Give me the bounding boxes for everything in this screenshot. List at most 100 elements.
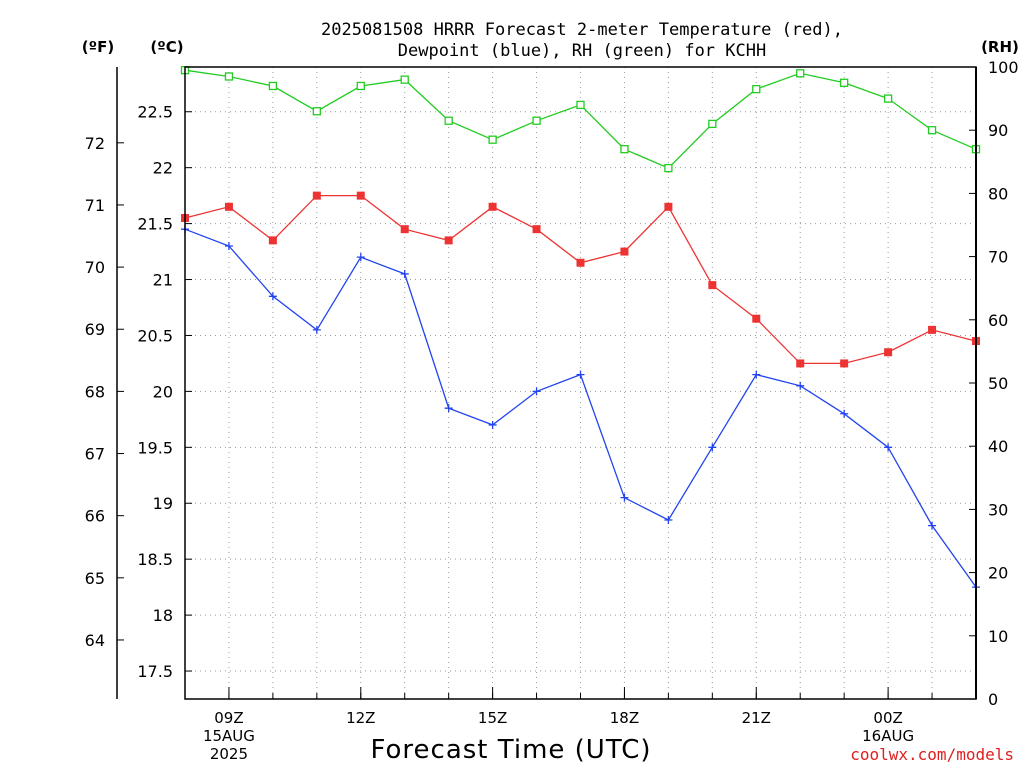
celsius-tick-label: 22.5 <box>137 103 173 122</box>
fahrenheit-tick-label: 70 <box>85 258 105 277</box>
temperature-point <box>224 202 233 211</box>
dewpoint-point <box>708 443 717 452</box>
dewpoint-point <box>312 325 321 334</box>
series-filled-square <box>181 191 980 368</box>
rh-point <box>400 75 409 84</box>
rh-tick-label: 50 <box>988 374 1008 393</box>
rh-point <box>576 100 585 110</box>
rh-tick-label: 90 <box>988 121 1008 140</box>
celsius-tick-label: 18 <box>153 606 173 625</box>
fahrenheit-tick-label: 68 <box>85 382 105 401</box>
temperature-point <box>664 202 673 211</box>
rh-tick-label: 100 <box>988 58 1019 77</box>
rh-tick-label: 10 <box>988 627 1008 646</box>
x-axis-label: Forecast Time (UTC) <box>370 735 651 765</box>
celsius-tick-label: 22 <box>153 159 173 178</box>
dewpoint-point <box>840 409 849 418</box>
dewpoint-point <box>752 370 761 379</box>
celsius-tick-label: 17.5 <box>137 662 173 681</box>
x-tick-label: 16AUG <box>862 727 914 745</box>
celsius-tick-label: 19.5 <box>137 438 173 457</box>
fahrenheit-tick-label: 66 <box>85 507 105 526</box>
rh-tick-label: 70 <box>988 248 1008 267</box>
celsius-tick-label: 18.5 <box>137 550 173 569</box>
rh-point <box>312 107 321 116</box>
fahrenheit-unit-label: (ºF) <box>82 38 114 56</box>
x-tick-label: 21Z <box>742 709 771 727</box>
watermark-text: coolwx.com/models <box>850 745 1014 764</box>
temperature-point <box>752 314 761 323</box>
rh-point <box>840 78 849 87</box>
temperature-point <box>312 191 321 200</box>
rh-tick-label: 60 <box>988 311 1008 330</box>
dewpoint-point <box>664 516 673 525</box>
rh-tick-label: 20 <box>988 564 1008 583</box>
temperature-point <box>576 258 585 267</box>
dewpoint-point <box>356 253 365 262</box>
x-tick-label: 09Z <box>214 709 243 727</box>
x-tick-label: 18Z <box>610 709 639 727</box>
temperature-point <box>488 202 497 211</box>
celsius-tick-label: 19 <box>153 494 173 513</box>
temperature-point <box>532 225 541 234</box>
rh-point <box>268 81 278 91</box>
rh-point <box>620 145 629 154</box>
x-tick-label: 12Z <box>346 709 375 727</box>
rh-point <box>356 81 365 91</box>
dewpoint-point <box>268 292 277 301</box>
dewpoint-point <box>224 241 233 250</box>
celsius-tick-label: 20 <box>153 382 173 401</box>
tick-labels: 17.5 18 18.5 19 19.5 20 20.5 21 21.5 22 22.5 64 65 66… <box>85 58 1019 763</box>
grid <box>185 67 976 699</box>
rh-point <box>532 116 541 125</box>
temperature-point <box>400 225 409 234</box>
rh-point <box>224 72 234 81</box>
temperature-point <box>268 236 277 245</box>
dewpoint-point <box>796 381 805 390</box>
axes <box>116 66 977 700</box>
fahrenheit-tick-label: 71 <box>85 196 105 215</box>
rh-unit-label: (RH) <box>981 38 1019 56</box>
rh-tick-label: 40 <box>988 437 1008 456</box>
temperature-point <box>928 325 937 334</box>
rh-point <box>444 116 453 125</box>
temperature-point <box>796 359 805 368</box>
celsius-tick-label: 21.5 <box>137 215 173 234</box>
celsius-tick-label: 20.5 <box>137 326 173 345</box>
chart-title-line-1: 2025081508 HRRR Forecast 2-meter Tempera… <box>321 20 843 40</box>
temperature-point <box>708 281 717 290</box>
rh-point <box>883 94 893 103</box>
rh-tick-label: 80 <box>988 184 1008 203</box>
rh-tick-label: 0 <box>988 690 998 709</box>
fahrenheit-tick-label: 64 <box>85 631 105 650</box>
dewpoint-point <box>444 404 453 413</box>
rh-point <box>927 126 937 135</box>
fahrenheit-tick-label: 67 <box>85 445 105 464</box>
series-line <box>184 69 977 169</box>
rh-point <box>708 119 717 129</box>
dewpoint-point <box>400 269 409 278</box>
rh-point <box>664 163 673 173</box>
dewpoint-point <box>488 420 497 429</box>
temperature-point <box>356 191 365 200</box>
dewpoint-point <box>928 521 937 530</box>
x-tick-label: 15Z <box>478 709 507 727</box>
temperature-point <box>620 247 629 256</box>
x-tick-label: 2025 <box>210 745 248 763</box>
dewpoint-point <box>576 370 585 379</box>
celsius-unit-label: (ºC) <box>150 38 183 56</box>
series-plus <box>181 225 980 592</box>
temperature-point <box>840 359 849 368</box>
dewpoint-point <box>884 443 893 452</box>
x-tick-label: 15AUG <box>203 727 255 745</box>
chart-title-line-2: Dewpoint (blue), RH (green) for KCHH <box>398 41 766 61</box>
celsius-tick-label: 21 <box>153 271 173 290</box>
temperature-point <box>444 236 453 245</box>
fahrenheit-tick-label: 65 <box>85 569 105 588</box>
rh-point <box>752 84 761 94</box>
rh-tick-label: 30 <box>988 500 1008 519</box>
rh-point <box>488 135 497 144</box>
dewpoint-point <box>620 493 629 502</box>
fahrenheit-tick-label: 72 <box>85 134 105 153</box>
